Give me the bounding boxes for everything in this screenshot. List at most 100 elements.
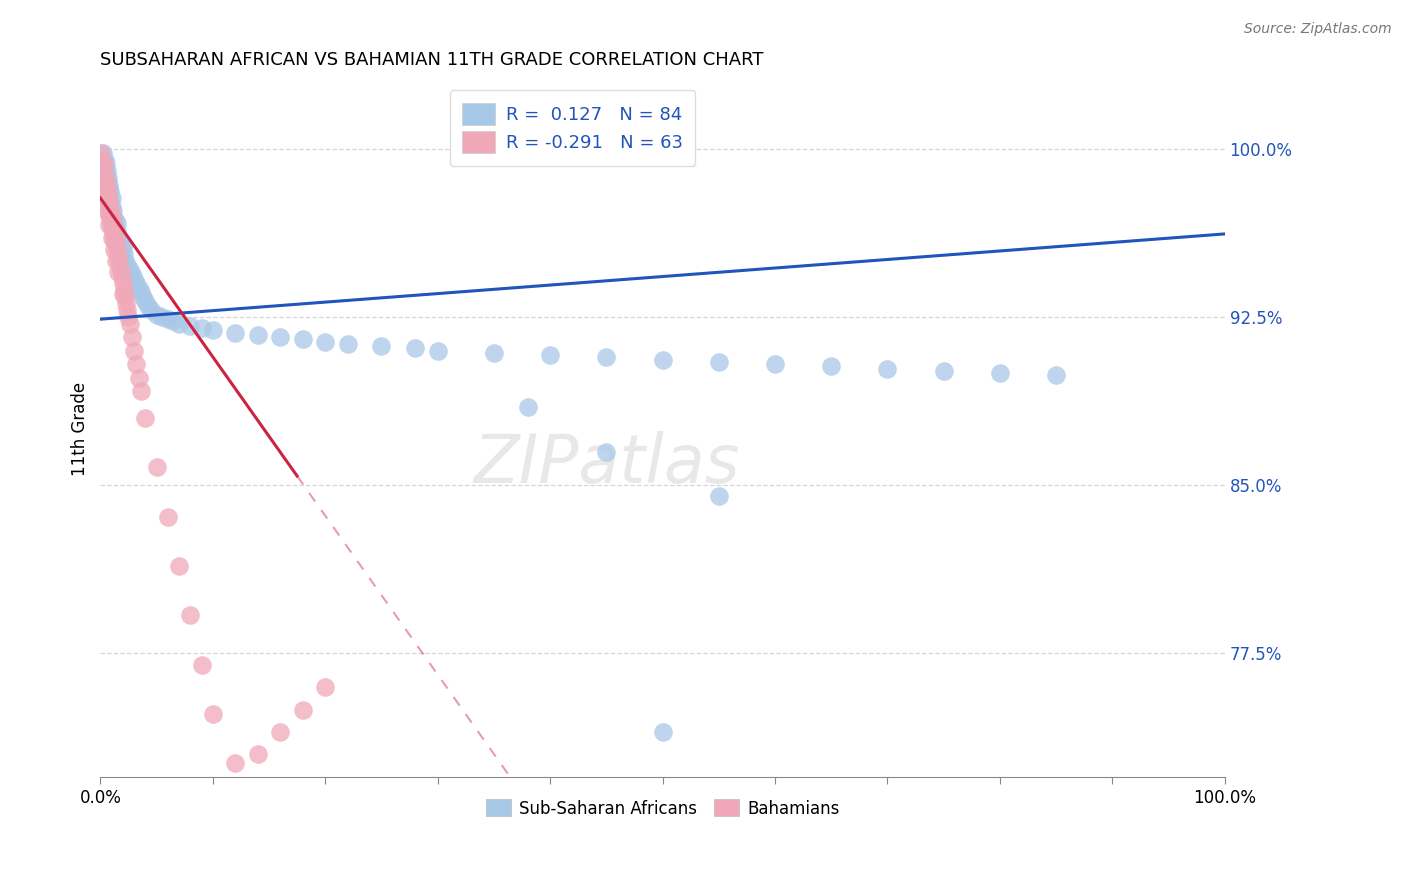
Point (1045, 368, 1067, 383)
Point (988, 366, 1011, 380)
Point (91, 146, 114, 161)
Point (94, 153, 117, 167)
Point (98, 218, 121, 232)
Point (105, 235, 128, 250)
Point (114, 253, 136, 268)
Point (118, 262, 141, 277)
Point (97, 170, 120, 185)
Point (94, 166, 117, 180)
Point (100, 209, 122, 223)
Point (121, 330, 143, 344)
Point (105, 225, 128, 239)
Point (93, 169, 115, 183)
Point (246, 327, 269, 342)
Point (94, 175, 117, 189)
Point (651, 352, 673, 367)
Point (103, 234, 125, 248)
Point (105, 243, 128, 257)
Point (426, 343, 449, 358)
Point (105, 253, 128, 268)
Point (93, 169, 115, 183)
Point (103, 220, 125, 235)
Point (96, 182, 118, 196)
Point (97, 188, 120, 202)
Point (105, 222, 128, 236)
Point (246, 747, 269, 762)
Point (136, 299, 159, 313)
Point (93, 160, 115, 174)
Point (820, 359, 842, 374)
Point (108, 238, 131, 252)
Point (516, 400, 538, 414)
Point (107, 249, 129, 263)
Point (167, 317, 190, 331)
Point (110, 262, 132, 277)
Point (156, 312, 179, 326)
Point (134, 410, 156, 425)
Point (98, 178, 121, 192)
Point (111, 243, 134, 257)
Point (94, 186, 117, 201)
Point (117, 258, 139, 272)
Point (129, 384, 152, 398)
Point (97, 188, 120, 202)
Point (224, 756, 246, 771)
Point (128, 370, 150, 384)
Point (97, 200, 120, 214)
Point (94, 164, 117, 178)
Point (370, 339, 392, 353)
Point (98, 207, 121, 221)
Point (100, 209, 122, 223)
Point (117, 303, 139, 318)
Point (404, 342, 426, 356)
Point (291, 702, 314, 716)
Point (112, 283, 135, 297)
Point (336, 336, 359, 351)
Point (100, 184, 122, 198)
Point (269, 330, 291, 344)
Point (595, 351, 617, 365)
Point (111, 287, 134, 301)
Point (103, 243, 125, 257)
Point (93, 164, 115, 178)
Point (108, 256, 131, 270)
Point (122, 272, 145, 286)
Point (876, 361, 898, 376)
Point (125, 357, 148, 371)
Point (179, 608, 201, 623)
Point (91, 157, 114, 171)
Point (110, 235, 132, 250)
Point (118, 317, 141, 331)
Point (96, 204, 118, 219)
Point (94, 179, 117, 194)
Point (101, 204, 124, 219)
Point (94, 157, 117, 171)
Point (93, 179, 115, 194)
Text: Source: ZipAtlas.com: Source: ZipAtlas.com (1244, 22, 1392, 37)
Point (111, 277, 134, 291)
Point (100, 202, 122, 217)
Point (94, 169, 117, 183)
Point (122, 343, 145, 358)
Point (114, 290, 136, 304)
Point (96, 173, 118, 187)
Point (107, 265, 129, 279)
Point (97, 179, 120, 194)
Point (167, 558, 190, 573)
Point (291, 332, 314, 346)
Point (314, 334, 336, 349)
Point (107, 231, 129, 245)
Text: SUBSAHARAN AFRICAN VS BAHAMIAN 11TH GRADE CORRELATION CHART: SUBSAHARAN AFRICAN VS BAHAMIAN 11TH GRAD… (100, 51, 763, 69)
Point (115, 296, 138, 310)
Point (128, 281, 150, 295)
Point (651, 725, 673, 739)
Point (190, 321, 212, 335)
Point (103, 222, 125, 236)
Point (538, 348, 561, 362)
Point (98, 195, 121, 210)
Point (90, 146, 112, 161)
Point (707, 490, 730, 504)
Y-axis label: 11th Grade: 11th Grade (72, 382, 89, 476)
Point (156, 509, 179, 524)
Point (101, 213, 124, 227)
